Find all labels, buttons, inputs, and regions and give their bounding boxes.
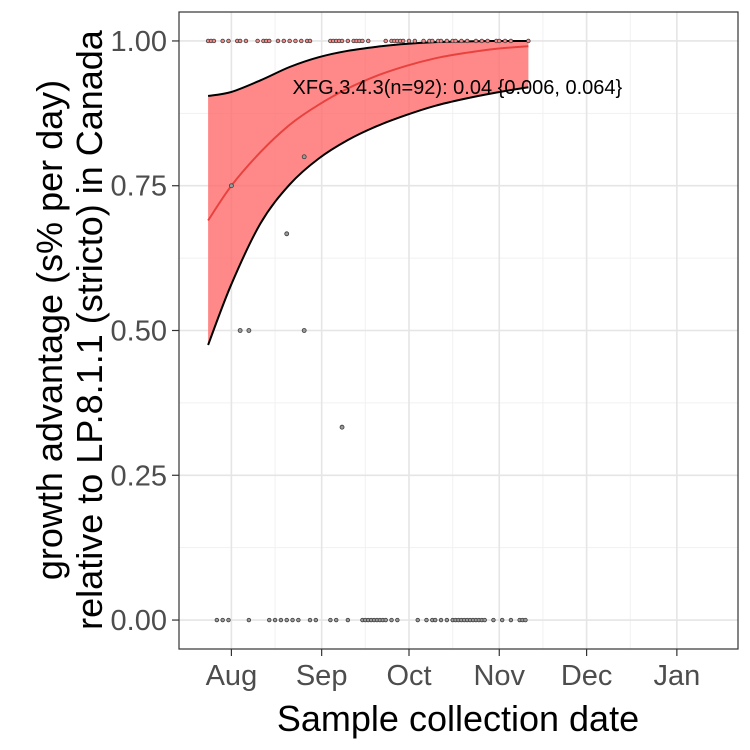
data-point [237,38,243,44]
y-tick-label: 1.00 [111,26,167,58]
data-point [479,38,484,44]
data-point [459,38,464,44]
y-tick-label: 0.00 [111,605,167,637]
data-point [400,38,406,44]
data-point [220,38,225,44]
data-point [430,38,435,44]
data-point [226,617,231,623]
data-point [497,38,502,44]
data-point [287,38,292,44]
data-point [421,38,426,44]
data-points-layer [205,38,531,623]
data-point [508,617,514,623]
data-point [345,38,351,44]
x-tick-label: Jan [653,660,700,692]
data-point [485,38,490,44]
data-point [284,617,289,623]
y-tick-label: 0.25 [111,460,167,492]
data-point [438,617,444,623]
data-point [267,38,272,44]
data-point [415,617,420,623]
data-point [229,183,234,189]
data-point [299,38,304,44]
annotation-label: XFG.3.4.3(n=92): 0.04 {0.006, 0.064} [293,77,623,99]
data-point [307,617,313,623]
x-tick-label: Aug [206,660,258,692]
data-point [526,38,531,44]
lower-bound-line [207,86,529,346]
data-point [491,617,496,623]
data-point [272,617,278,623]
data-point [444,38,450,44]
data-point [243,38,249,44]
data-point [438,38,444,44]
y-tick-label: 0.75 [111,171,167,203]
data-point [389,617,394,623]
data-point [267,617,272,623]
data-point [339,424,345,430]
data-point [296,617,301,623]
data-point [433,617,438,623]
data-point [211,38,217,44]
data-point [508,38,514,44]
data-point [444,617,450,623]
data-point [453,38,458,44]
x-tick-label: Nov [473,660,525,692]
data-point [412,38,418,44]
x-tick-label: Sep [296,660,348,692]
data-point [366,38,371,44]
data-point [383,38,388,44]
confidence-band [208,40,529,345]
x-tick-label: Dec [561,660,613,692]
data-point [237,328,243,333]
data-point [214,617,220,623]
data-point [328,617,333,623]
data-point [334,617,339,623]
data-point [255,38,260,44]
data-point [360,38,365,44]
data-point [246,328,252,333]
data-point [395,617,400,623]
data-point [307,38,313,44]
x-tick-label: Oct [386,660,431,692]
y-axis-title-line-1: growth advantage (s% per day) [29,80,70,580]
data-point [339,38,345,44]
x-axis-title: Sample collection date [277,698,639,739]
data-point [226,38,231,44]
data-point [284,231,290,237]
data-point [301,154,307,160]
data-point [290,617,295,623]
data-point [482,617,487,623]
data-point [383,617,388,623]
data-point [523,617,528,623]
data-point [278,617,284,623]
data-point [293,38,298,44]
data-point [465,38,470,44]
data-point [502,38,508,44]
data-point [220,617,225,623]
data-point [275,38,281,44]
data-point [473,38,479,44]
data-point [313,617,319,623]
data-point [246,617,252,623]
fitted-line [207,45,529,222]
data-point [406,38,412,44]
x-axis: Aug Sep Oct Nov Dec Jan [206,649,700,692]
y-axis-title-line-2: relative to LP.8.1.1 (stricto) in Canada [69,29,110,630]
data-point [301,328,307,333]
data-point [345,617,351,623]
y-tick-label: 0.50 [111,316,167,348]
y-axis: 0.00 0.25 0.50 0.75 1.00 [111,26,179,637]
data-point [424,617,429,623]
data-point [281,38,287,44]
data-point [499,617,505,623]
